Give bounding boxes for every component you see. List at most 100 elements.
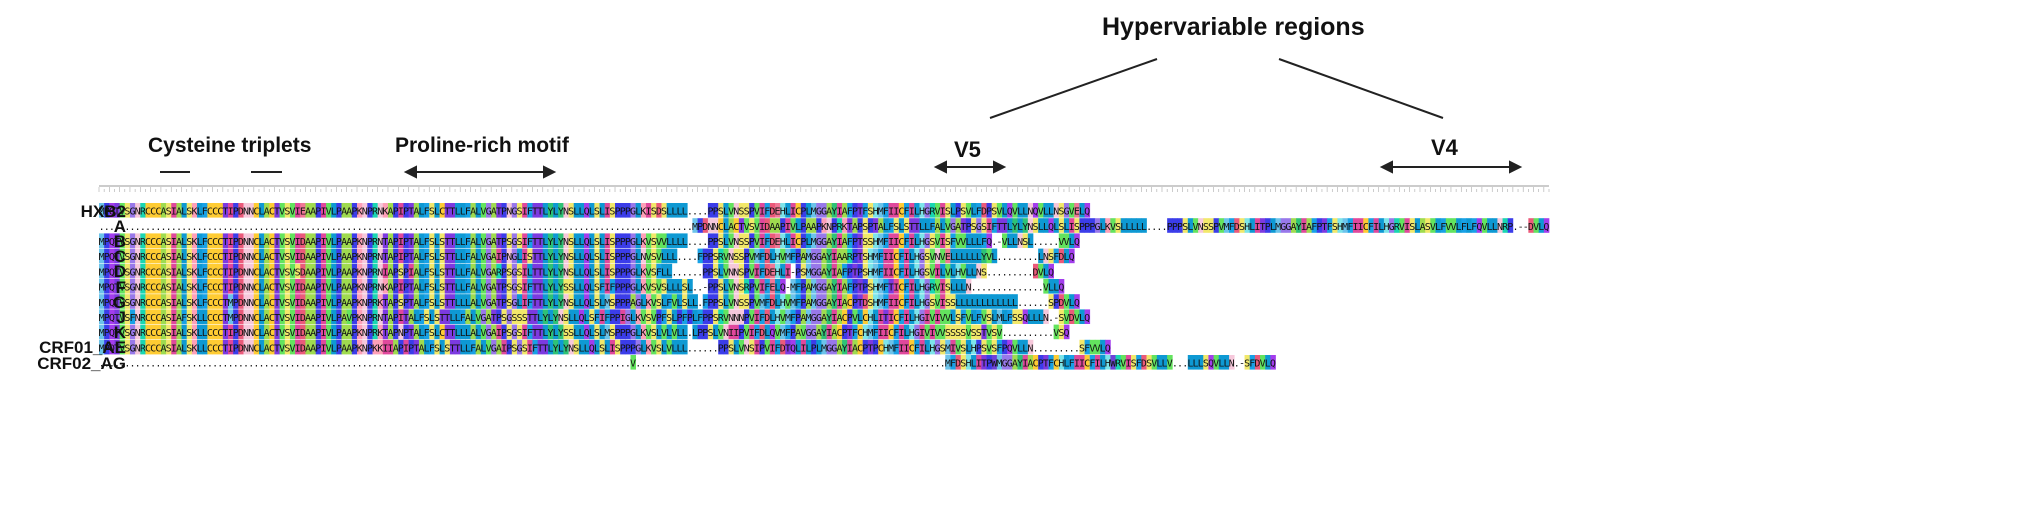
residue-letter: R (140, 237, 147, 248)
residue-cell (491, 263, 497, 279)
residue-letter: P (403, 283, 409, 294)
residue-cell (1002, 339, 1008, 355)
residue-letter: L (418, 298, 424, 309)
residue-cell (542, 233, 549, 248)
residue-cell (336, 324, 342, 340)
residue-letter: G (1002, 359, 1008, 370)
residue-letter: Q (1069, 252, 1075, 263)
residue-letter: L (331, 252, 337, 263)
residue-letter: V (764, 343, 770, 354)
residue-cell (1203, 355, 1209, 370)
residue-letter: F (1053, 252, 1059, 263)
residue-cell (511, 233, 518, 248)
residue-cell (547, 233, 554, 248)
residue-cell (604, 279, 611, 294)
residue-letter: L (1100, 222, 1106, 233)
residue-cell (1074, 294, 1080, 309)
residue-letter: L (666, 207, 672, 218)
residue-letter: . (692, 343, 698, 354)
residue-letter: N (1229, 359, 1235, 370)
residue-letter: G (821, 298, 827, 309)
residue-letter: D (238, 298, 244, 309)
residue-letter: F (1007, 313, 1013, 324)
residue-letter: P (749, 298, 755, 309)
residue-letter: . (656, 359, 662, 370)
residue-cell (640, 279, 647, 294)
residue-letter: S (563, 283, 569, 294)
residue-letter: C (212, 298, 218, 309)
residue-letter: . (264, 359, 270, 370)
residue-letter: P (393, 298, 399, 309)
residue-cell (558, 309, 564, 324)
residue-cell (429, 309, 435, 324)
residue-cell (408, 339, 415, 355)
residue-letter: F (130, 313, 136, 324)
residue-letter: L (965, 237, 971, 248)
residue-letter: L (687, 283, 693, 294)
residue-cell (253, 263, 260, 279)
residue-letter: S (563, 313, 569, 324)
residue-cell (630, 263, 636, 279)
residue-cell (176, 309, 182, 324)
residue-cell (645, 279, 652, 294)
residue-letter: Q (109, 237, 115, 248)
residue-letter: P (351, 207, 357, 218)
residue-cell (976, 294, 982, 309)
residue-cell (811, 248, 817, 264)
residue-cell (1017, 339, 1024, 355)
residue-cell (831, 294, 838, 309)
residue-cell (661, 324, 667, 340)
residue-cell (661, 263, 667, 279)
residue-cell (1058, 294, 1065, 309)
residue-cell (424, 309, 430, 324)
residue-letter: Y (547, 252, 553, 263)
residue-letter: A (310, 343, 316, 354)
residue-letter: S (124, 237, 130, 248)
residue-letter: L (873, 313, 879, 324)
residue-letter: . (475, 359, 481, 370)
residue-letter: L (181, 237, 187, 248)
residue-cell (537, 339, 544, 355)
residue-cell (114, 248, 120, 264)
residue-cell (1012, 233, 1018, 248)
residue-cell (274, 263, 280, 279)
residue-cell (919, 279, 925, 294)
residue-cell (640, 309, 647, 324)
residue-letter: L (1017, 343, 1023, 354)
residue-letter: I (609, 343, 615, 354)
residue-cell (1321, 218, 1328, 233)
residue-letter: . (202, 222, 208, 233)
residue-cell (341, 294, 348, 309)
residue-cell (898, 218, 905, 233)
residue-cell (480, 294, 487, 309)
residue-letter: T (996, 222, 1002, 233)
residue-letter: L (677, 207, 683, 218)
residue-cell (1007, 294, 1013, 309)
residue-letter: F (754, 328, 760, 339)
residue-cell (289, 294, 296, 309)
residue-cell (150, 309, 157, 324)
residue-cell (191, 279, 198, 294)
residue-cell (754, 324, 760, 340)
residue-letter: K (640, 267, 646, 278)
residue-cell (955, 248, 962, 264)
residue-cell (207, 309, 213, 324)
residue-cell (1383, 218, 1390, 233)
residue-letter: . (759, 359, 765, 370)
residue-cell (372, 279, 378, 294)
residue-letter: M (99, 298, 105, 309)
residue-letter: A (388, 283, 394, 294)
residue-letter: . (620, 222, 626, 233)
residue-letter: L (806, 343, 812, 354)
residue-cell (217, 233, 224, 248)
residue-letter: V (790, 222, 796, 233)
residue-cell (501, 339, 507, 355)
residue-cell (119, 248, 126, 264)
residue-letter: Q (1074, 298, 1080, 309)
residue-letter: A (821, 313, 827, 324)
residue-cell (960, 263, 967, 279)
residue-letter: M (873, 267, 879, 278)
residue-cell (1229, 218, 1235, 233)
residue-cell (104, 263, 110, 279)
residue-letter: P (403, 207, 409, 218)
